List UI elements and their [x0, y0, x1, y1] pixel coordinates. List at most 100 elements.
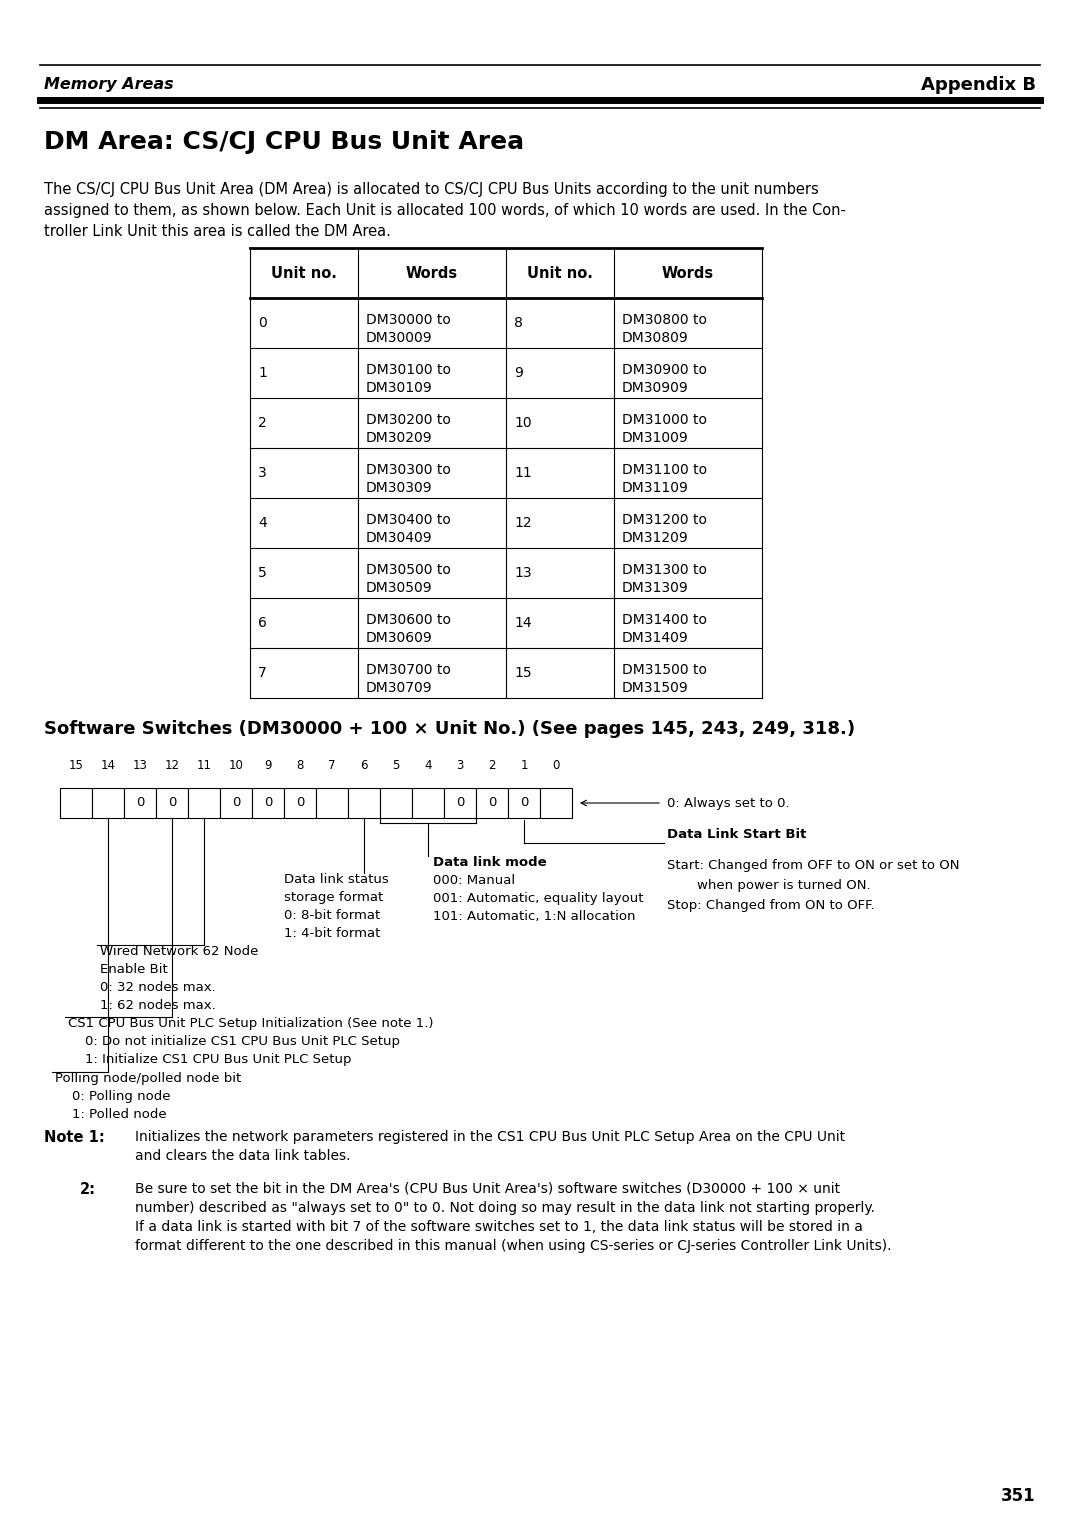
Text: 3: 3: [457, 759, 463, 772]
Text: DM31309: DM31309: [622, 581, 689, 594]
Text: 0: 8-bit format: 0: 8-bit format: [284, 909, 380, 921]
Text: DM30409: DM30409: [366, 532, 433, 545]
Text: 0: 0: [167, 796, 176, 810]
Bar: [92, 788, 124, 817]
Text: 14: 14: [514, 616, 531, 630]
Bar: [508, 788, 540, 817]
Text: The CS/CJ CPU Bus Unit Area (DM Area) is allocated to CS/CJ CPU Bus Units accord: The CS/CJ CPU Bus Unit Area (DM Area) is…: [44, 182, 819, 197]
Text: when power is turned ON.: when power is turned ON.: [697, 879, 870, 892]
Text: storage format: storage format: [284, 891, 383, 905]
Text: DM30200 to: DM30200 to: [366, 413, 450, 426]
Text: format different to the one described in this manual (when using CS-series or CJ: format different to the one described in…: [135, 1239, 891, 1253]
Text: DM30909: DM30909: [622, 380, 689, 396]
Text: 6: 6: [361, 759, 368, 772]
Text: DM30309: DM30309: [366, 481, 433, 495]
Bar: [411, 788, 444, 817]
Text: 5: 5: [392, 759, 400, 772]
Text: 1: Polled node: 1: Polled node: [72, 1108, 166, 1122]
Text: DM30000 to: DM30000 to: [366, 313, 450, 327]
Text: DM Area: CS/CJ CPU Bus Unit Area: DM Area: CS/CJ CPU Bus Unit Area: [44, 130, 524, 154]
Text: 13: 13: [514, 565, 531, 581]
Text: If a data link is started with bit 7 of the software switches set to 1, the data: If a data link is started with bit 7 of …: [135, 1219, 863, 1235]
Bar: [348, 788, 380, 817]
Text: 1: 1: [258, 367, 267, 380]
Text: DM31300 to: DM31300 to: [622, 562, 707, 578]
Text: 14: 14: [100, 759, 116, 772]
Text: Initializes the network parameters registered in the CS1 CPU Bus Unit PLC Setup : Initializes the network parameters regis…: [135, 1131, 846, 1144]
Text: CS1 CPU Bus Unit PLC Setup Initialization (See note 1.): CS1 CPU Bus Unit PLC Setup Initializatio…: [68, 1018, 433, 1030]
Text: 9: 9: [265, 759, 272, 772]
Bar: [476, 788, 508, 817]
Bar: [188, 788, 220, 817]
Text: DM30300 to: DM30300 to: [366, 463, 450, 477]
Text: Software Switches (DM30000 + 100 × Unit No.) (See pages 145, 243, 249, 318.): Software Switches (DM30000 + 100 × Unit …: [44, 720, 855, 738]
Text: 0: 0: [456, 796, 464, 810]
Text: 12: 12: [514, 516, 531, 530]
Text: 8: 8: [296, 759, 303, 772]
Text: DM30709: DM30709: [366, 681, 433, 695]
Text: 12: 12: [164, 759, 179, 772]
Text: Unit no.: Unit no.: [271, 266, 337, 281]
Text: 1: Initialize CS1 CPU Bus Unit PLC Setup: 1: Initialize CS1 CPU Bus Unit PLC Setup: [85, 1053, 351, 1067]
Text: DM30900 to: DM30900 to: [622, 364, 707, 377]
Text: 10: 10: [229, 759, 243, 772]
Text: 7: 7: [328, 759, 336, 772]
Text: Stop: Changed from ON to OFF.: Stop: Changed from ON to OFF.: [667, 898, 875, 912]
Text: 2: 2: [488, 759, 496, 772]
Text: 0: Always set to 0.: 0: Always set to 0.: [667, 796, 789, 810]
Text: DM30209: DM30209: [366, 431, 433, 445]
Text: 1: 62 nodes max.: 1: 62 nodes max.: [100, 999, 216, 1012]
Bar: [252, 788, 284, 817]
Text: 351: 351: [1001, 1487, 1036, 1505]
Text: 11: 11: [197, 759, 212, 772]
Text: DM30109: DM30109: [366, 380, 433, 396]
Text: DM31500 to: DM31500 to: [622, 663, 707, 677]
Text: 0: 0: [264, 796, 272, 810]
Text: 0: 0: [519, 796, 528, 810]
Bar: [220, 788, 252, 817]
Text: DM31109: DM31109: [622, 481, 689, 495]
Bar: [60, 788, 92, 817]
Text: DM30800 to: DM30800 to: [622, 313, 707, 327]
Text: 10: 10: [514, 416, 531, 429]
Text: 15: 15: [68, 759, 83, 772]
Text: Enable Bit: Enable Bit: [100, 963, 167, 976]
Bar: [124, 788, 156, 817]
Text: 6: 6: [258, 616, 267, 630]
Text: 9: 9: [514, 367, 523, 380]
Bar: [444, 788, 476, 817]
Text: 13: 13: [133, 759, 148, 772]
Bar: [156, 788, 188, 817]
Text: DM31409: DM31409: [622, 631, 689, 645]
Text: Words: Words: [406, 266, 458, 281]
Text: Be sure to set the bit in the DM Area's (CPU Bus Unit Area's) software switches : Be sure to set the bit in the DM Area's …: [135, 1183, 840, 1196]
Text: DM30100 to: DM30100 to: [366, 364, 451, 377]
Text: 5: 5: [258, 565, 267, 581]
Text: Data link mode: Data link mode: [433, 856, 546, 869]
Text: DM31209: DM31209: [622, 532, 689, 545]
Text: Data Link Start Bit: Data Link Start Bit: [667, 828, 807, 840]
Text: 0: 0: [232, 796, 240, 810]
Text: DM30600 to: DM30600 to: [366, 613, 451, 626]
Text: 0: 0: [552, 759, 559, 772]
Text: Unit no.: Unit no.: [527, 266, 593, 281]
Bar: [380, 788, 411, 817]
Text: 1: 1: [521, 759, 528, 772]
Text: DM30009: DM30009: [366, 332, 433, 345]
Text: DM31509: DM31509: [622, 681, 689, 695]
Text: DM31009: DM31009: [622, 431, 689, 445]
Text: 0: 0: [488, 796, 496, 810]
Text: Note 1:: Note 1:: [44, 1131, 105, 1144]
Text: and clears the data link tables.: and clears the data link tables.: [135, 1149, 351, 1163]
Text: 3: 3: [258, 466, 267, 480]
Text: 0: 0: [258, 316, 267, 330]
Text: number) described as "always set to 0" to 0. Not doing so may result in the data: number) described as "always set to 0" t…: [135, 1201, 875, 1215]
Text: 1: 4-bit format: 1: 4-bit format: [284, 927, 380, 940]
Text: Memory Areas: Memory Areas: [44, 78, 174, 93]
Text: Data link status: Data link status: [284, 872, 389, 886]
Text: troller Link Unit this area is called the DM Area.: troller Link Unit this area is called th…: [44, 225, 391, 238]
Text: 0: 0: [296, 796, 305, 810]
Bar: [540, 788, 572, 817]
Text: 001: Automatic, equality layout: 001: Automatic, equality layout: [433, 892, 644, 905]
Text: 8: 8: [514, 316, 523, 330]
